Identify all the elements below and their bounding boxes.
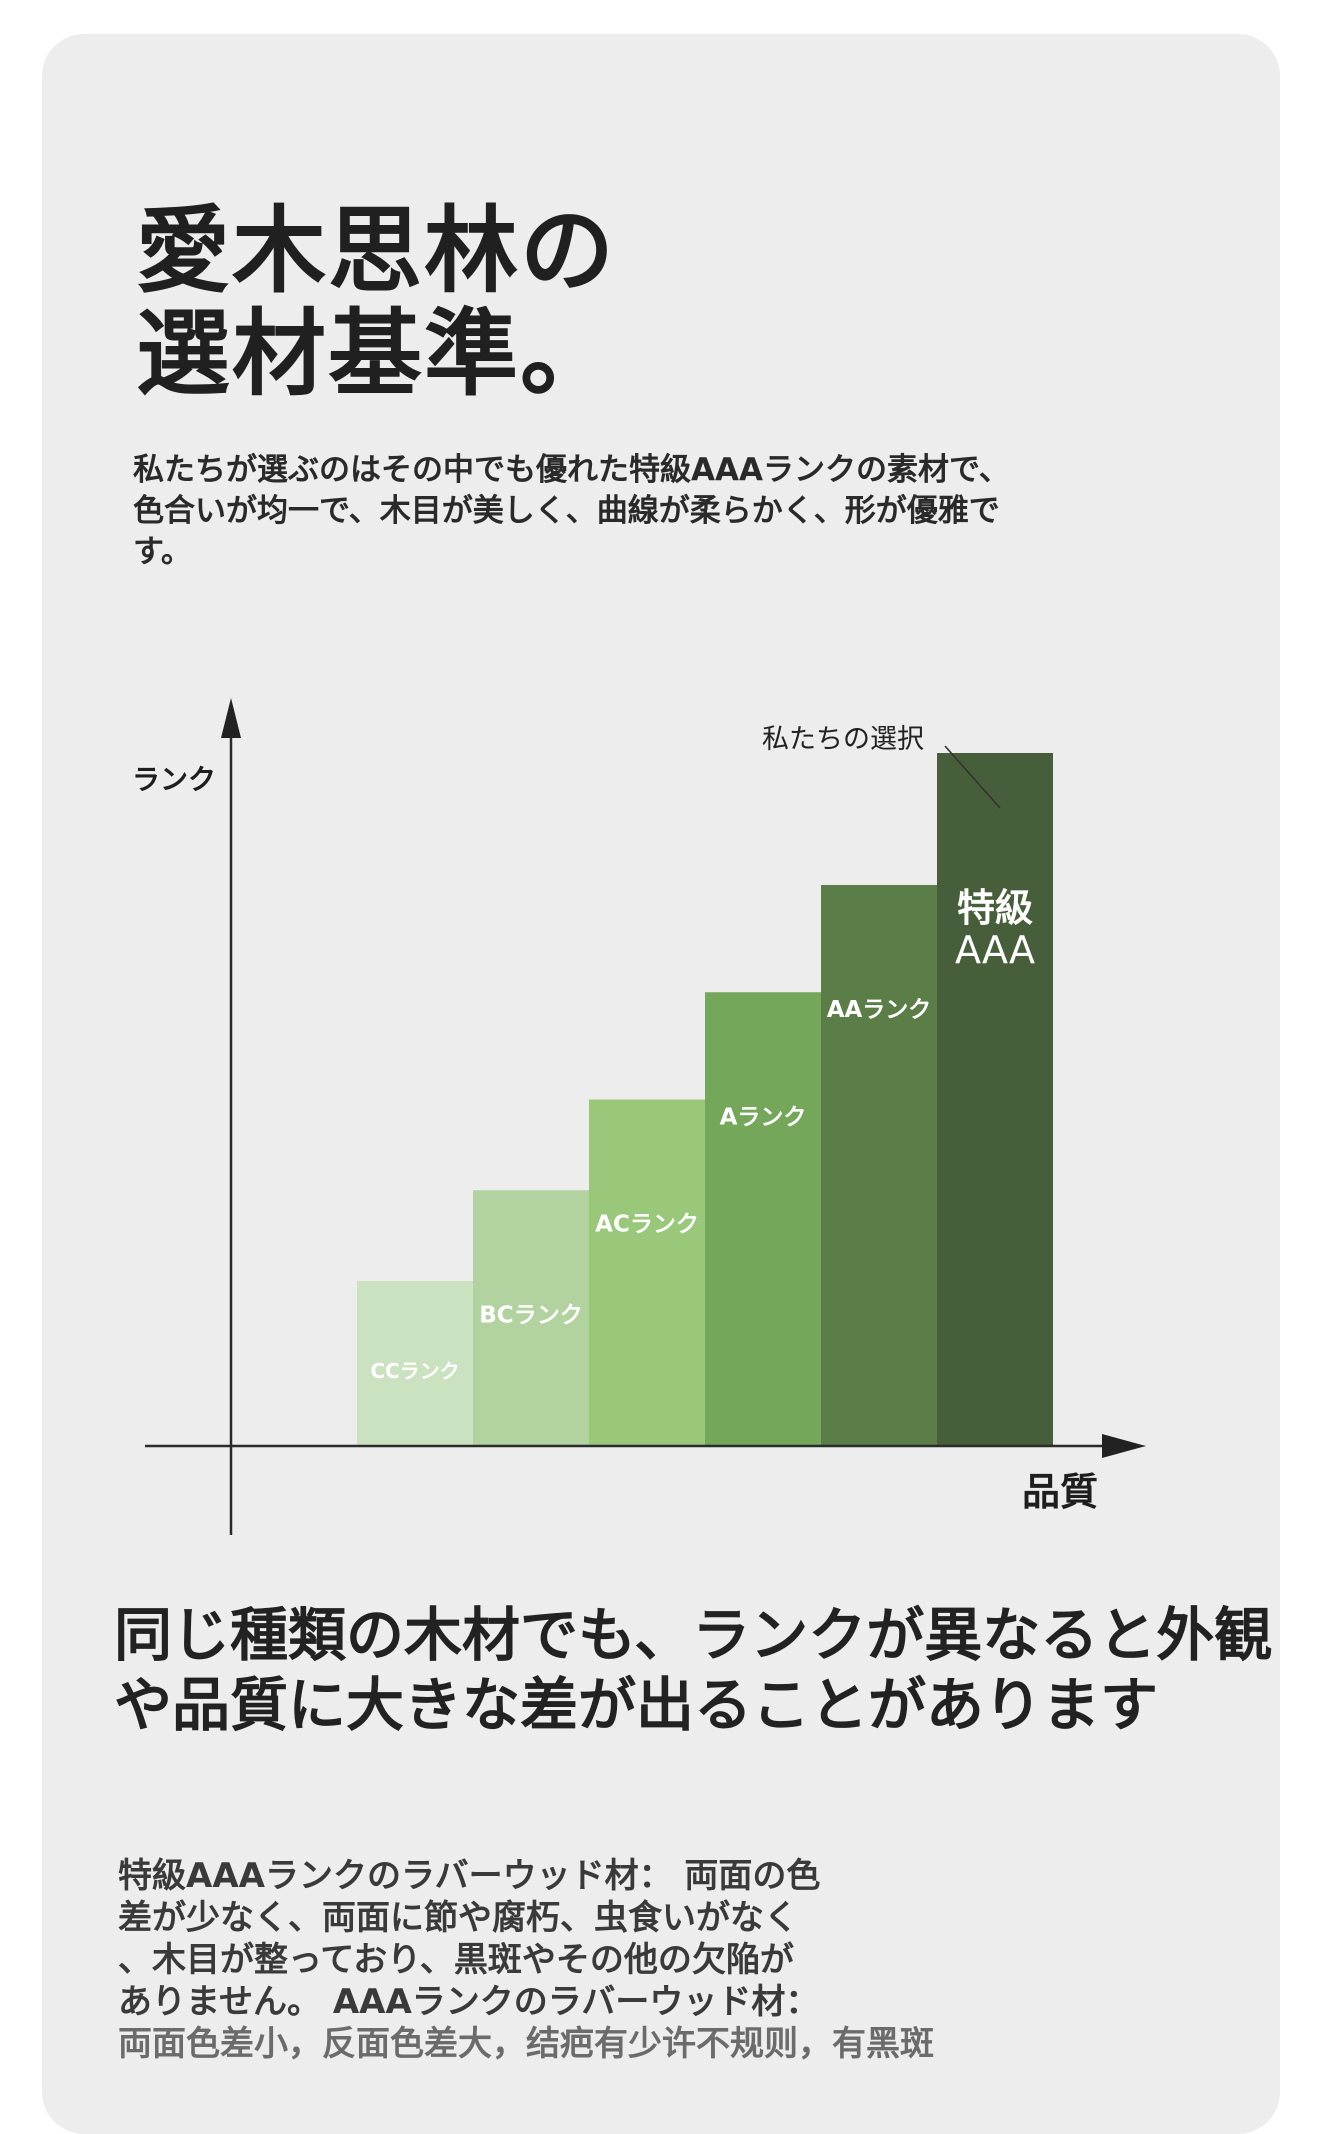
bar-4 (705, 992, 821, 1446)
description-line-4: ありません。 AAAランクのラバーウッド材： (118, 1982, 820, 2022)
bar-3 (589, 1099, 705, 1446)
x-axis-label: 品質 (1022, 1470, 1098, 1514)
annotation-leader-line (944, 745, 1001, 809)
title-line-2: 選材基準。 (136, 300, 617, 409)
content-card (42, 34, 1280, 2134)
title-line-1: 愛木思林の (136, 197, 617, 306)
bar-label-4: Aランク (720, 1104, 807, 1130)
page-title: 愛木思林の 選材基準。 (136, 200, 616, 406)
bar-1 (357, 1281, 473, 1446)
bar-5 (821, 885, 937, 1446)
section-heading: 同じ種類の木材でも、ランクが異なると外観や品質に大きな差が出ることがあります (114, 1601, 1273, 1739)
rank-quality-chart: ランク 品質 私たちの選択 CCランク BCランク ACランク Aランク AAランク 特級… (132, 698, 1146, 1535)
grade-description: 特級AAAランクのラバーウッド材： 両面の色 差が少なく、両面に節や腐朽、虫食い… (118, 1855, 934, 2065)
bars-layer (357, 753, 1053, 1446)
bar-label-2: BCランク (479, 1302, 582, 1328)
description-line-5: 両面色差小，反面色差大，结疤有少许不规则，有黑斑 (118, 2024, 934, 2064)
selection-annotation: 私たちの選択 (762, 724, 1001, 809)
bar-label-5: AAランク (827, 997, 932, 1023)
y-axis-label: ランク (132, 763, 216, 796)
annotation-text: 私たちの選択 (762, 724, 924, 755)
bar-label-3: ACランク (595, 1212, 699, 1238)
bar-label-6-part-2: AAA (955, 928, 1035, 972)
bar-label-6-part-1: 特級 (957, 886, 1033, 930)
bar-label-1: CCランク (370, 1359, 459, 1383)
bar-2 (473, 1190, 589, 1446)
description-line-3: 、木目が整っており、黒斑やその他の欠陥が (118, 1940, 794, 1980)
intro-paragraph: 私たちが選ぶのはその中でも優れた特級AAAランクの素材で、色合いが均一で、木目が… (133, 452, 1010, 570)
x-axis: 品質 (145, 1434, 1146, 1514)
bar-6 (937, 753, 1053, 1446)
x-axis-arrow (1102, 1434, 1146, 1458)
labels-layer: CCランク BCランク ACランク Aランク AAランク 特級AAA (370, 886, 1035, 1383)
description-line-1: 特級AAAランクのラバーウッド材： 両面の色 (118, 1856, 821, 1896)
description-line-2: 差が少なく、両面に節や腐朽、虫食いがなく (118, 1898, 798, 1938)
y-axis-arrow (221, 698, 241, 738)
y-axis: ランク (132, 698, 241, 1535)
